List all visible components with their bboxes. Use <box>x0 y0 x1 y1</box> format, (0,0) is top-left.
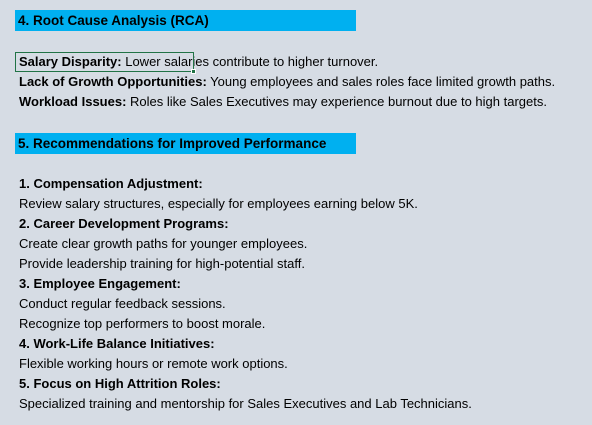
recommendations-heading[interactable]: 5. Recommendations for Improved Performa… <box>15 133 356 154</box>
rca-item-label: Lack of Growth Opportunities: <box>19 74 207 89</box>
rca-item-text: Lower salaries contribute to higher turn… <box>121 54 379 69</box>
recommendation-line[interactable]: Specialized training and mentorship for … <box>19 396 472 411</box>
recommendation-line[interactable]: Conduct regular feedback sessions. <box>19 296 226 311</box>
rca-item-salary[interactable]: Salary Disparity: Lower salaries contrib… <box>19 52 378 72</box>
recommendation-line[interactable]: Flexible working hours or remote work op… <box>19 356 288 371</box>
rca-item-growth[interactable]: Lack of Growth Opportunities: Young empl… <box>19 72 555 92</box>
recommendations-heading-text: 5. Recommendations for Improved Performa… <box>18 136 327 151</box>
recommendation-title[interactable]: 5. Focus on High Attrition Roles: <box>19 376 221 391</box>
rca-heading-text: 4. Root Cause Analysis (RCA) <box>18 13 209 28</box>
active-cell-selection[interactable] <box>15 52 194 72</box>
recommendation-line[interactable]: Create clear growth paths for younger em… <box>19 236 308 251</box>
rca-item-text: Roles like Sales Executives may experien… <box>126 94 547 109</box>
recommendation-line[interactable]: Recognize top performers to boost morale… <box>19 316 266 331</box>
recommendation-title[interactable]: 3. Employee Engagement: <box>19 276 181 291</box>
rca-item-text: Young employees and sales roles face lim… <box>206 74 556 89</box>
rca-item-workload[interactable]: Workload Issues: Roles like Sales Execut… <box>19 92 547 112</box>
recommendation-line[interactable]: Review salary structures, especially for… <box>19 196 418 211</box>
recommendation-title[interactable]: 2. Career Development Programs: <box>19 216 229 231</box>
recommendation-title[interactable]: 4. Work-Life Balance Initiatives: <box>19 336 215 351</box>
rca-heading[interactable]: 4. Root Cause Analysis (RCA) <box>15 10 356 31</box>
rca-item-label: Salary Disparity: <box>19 54 122 69</box>
rca-item-label: Workload Issues: <box>19 94 127 109</box>
recommendation-title[interactable]: 1. Compensation Adjustment: <box>19 176 203 191</box>
recommendation-line[interactable]: Provide leadership training for high-pot… <box>19 256 305 271</box>
fill-handle[interactable] <box>191 69 196 74</box>
